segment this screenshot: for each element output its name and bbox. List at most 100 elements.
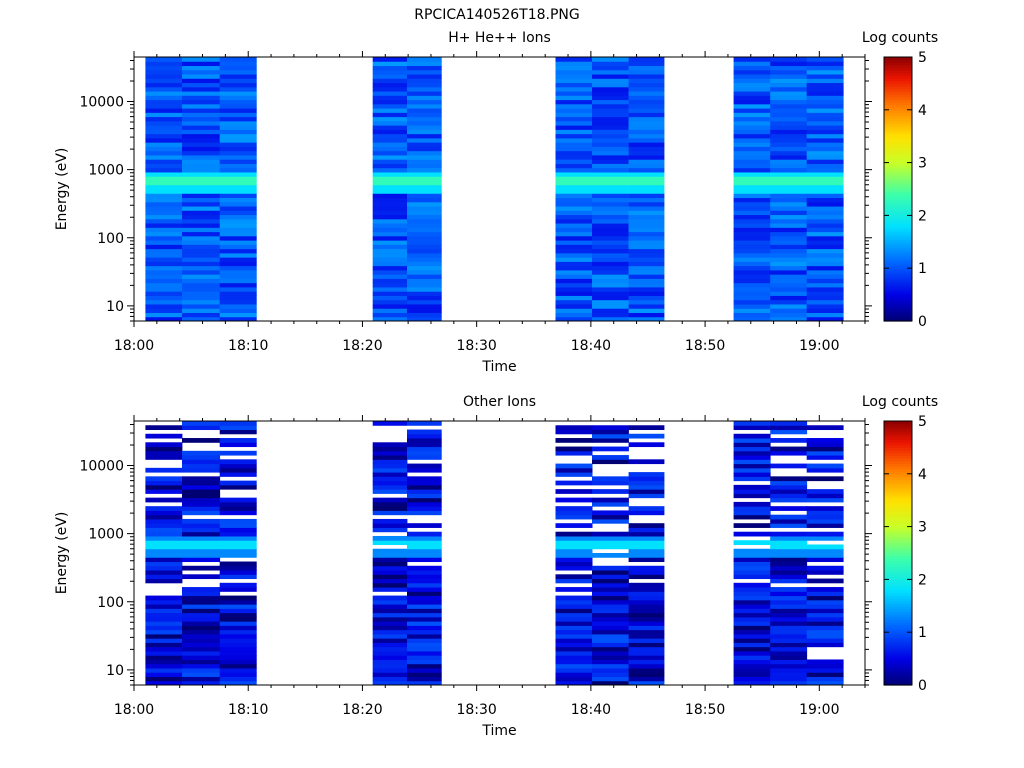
heatmap-cell — [770, 295, 808, 301]
heatmap-cell — [733, 633, 771, 639]
heatmap-cell — [806, 463, 844, 469]
heatmap-cell — [555, 308, 593, 313]
heatmap-cell — [555, 299, 593, 305]
heatmap-cell — [733, 455, 771, 460]
heatmap-cell — [407, 218, 442, 224]
heatmap-cell — [182, 116, 221, 122]
heatmap-cell — [770, 265, 808, 271]
heatmap-cell — [733, 129, 771, 135]
colorbar-step — [884, 597, 912, 602]
heatmap-cell — [219, 438, 257, 443]
colorbar-tick-label: 3 — [918, 156, 927, 172]
colorbar-step — [884, 563, 912, 567]
heatmap-cell — [182, 167, 221, 173]
heatmap-cell — [182, 99, 221, 105]
heatmap-cell — [219, 206, 257, 211]
colorbar-step — [884, 91, 912, 95]
heatmap-cell — [219, 467, 257, 473]
heatmap-cell — [806, 621, 844, 626]
heatmap-cell — [806, 450, 844, 456]
y-tick-label: 1000 — [88, 527, 124, 543]
heatmap-cell — [770, 493, 808, 499]
heatmap-cell — [628, 120, 665, 126]
colorbar-step — [884, 545, 912, 549]
heatmap-cell — [770, 74, 808, 79]
heatmap-cell — [407, 616, 442, 622]
heatmap-cell — [372, 146, 408, 152]
heatmap-cell — [592, 510, 629, 516]
colorbar-step — [884, 207, 912, 211]
heatmap-cell — [628, 425, 665, 431]
colorbar-step — [884, 196, 912, 201]
heatmap-cell — [806, 629, 844, 635]
heatmap-cell — [372, 116, 408, 122]
heatmap-cell — [592, 201, 629, 207]
heatmap-cell — [806, 86, 844, 92]
heatmap-cell — [733, 604, 771, 609]
heatmap-cell — [407, 116, 442, 122]
heatmap-cell — [555, 595, 593, 601]
heatmap-cell — [372, 193, 408, 199]
heatmap-cell — [145, 484, 183, 490]
heatmap-cell — [628, 506, 665, 511]
heatmap-cell — [628, 218, 665, 224]
heatmap-cell — [182, 265, 221, 271]
heatmap-cell — [372, 286, 408, 292]
heatmap-cell — [182, 197, 221, 203]
heatmap-cell — [733, 531, 771, 537]
heatmap-cell — [770, 235, 808, 241]
heatmap-cell — [407, 231, 442, 237]
heatmap-cell — [628, 99, 665, 105]
heatmap-cell — [372, 227, 408, 233]
heatmap-cell — [372, 489, 408, 494]
colorbar-tick-label: 0 — [918, 678, 927, 694]
heatmap-cell — [182, 91, 221, 96]
colorbar-step — [884, 162, 912, 166]
heatmap-cell — [592, 248, 629, 254]
heatmap-cell — [372, 269, 408, 275]
colorbar-step — [884, 117, 912, 121]
colorbar-step — [884, 215, 912, 219]
heatmap-cell — [219, 553, 257, 558]
heatmap-cell — [628, 616, 665, 622]
heatmap-cell — [628, 599, 665, 605]
heatmap-cell — [770, 146, 808, 152]
heatmap-cell — [770, 595, 808, 601]
heatmap-cell — [592, 433, 629, 439]
heatmap-cell — [219, 646, 257, 652]
heatmap-cell — [628, 265, 665, 271]
heatmap-cell — [555, 91, 593, 96]
colorbar-step — [884, 194, 912, 198]
heatmap-cell — [555, 544, 593, 550]
heatmap-cell — [407, 235, 442, 241]
colorbar-step — [884, 154, 912, 158]
heatmap-cell — [806, 303, 844, 309]
heatmap-cell — [770, 206, 808, 211]
heatmap-cell — [592, 667, 629, 673]
heatmap-cell — [372, 69, 408, 75]
heatmap-cell — [592, 650, 629, 656]
heatmap-cell — [407, 189, 442, 194]
heatmap-cell — [733, 467, 771, 473]
heatmap-cell — [592, 133, 629, 139]
heatmap-cell — [145, 680, 183, 686]
heatmap-cell — [145, 282, 183, 288]
heatmap-cell — [372, 540, 408, 545]
heatmap-cell — [628, 261, 665, 267]
heatmap-cell — [806, 223, 844, 228]
heatmap-cell — [219, 616, 257, 622]
heatmap-cell — [372, 180, 408, 186]
heatmap-cell — [555, 599, 593, 605]
heatmap-cell — [219, 565, 257, 571]
heatmap-cell — [806, 133, 844, 139]
heatmap-cell — [770, 299, 808, 305]
heatmap-cell — [592, 608, 629, 614]
heatmap-cell — [806, 244, 844, 250]
colorbar-step — [884, 592, 912, 596]
heatmap-cell — [555, 133, 593, 139]
heatmap-cell — [372, 231, 408, 237]
colorbar-step — [884, 455, 912, 459]
colorbar-step — [884, 550, 912, 554]
heatmap-cell — [770, 548, 808, 554]
heatmap-cell — [592, 535, 629, 541]
